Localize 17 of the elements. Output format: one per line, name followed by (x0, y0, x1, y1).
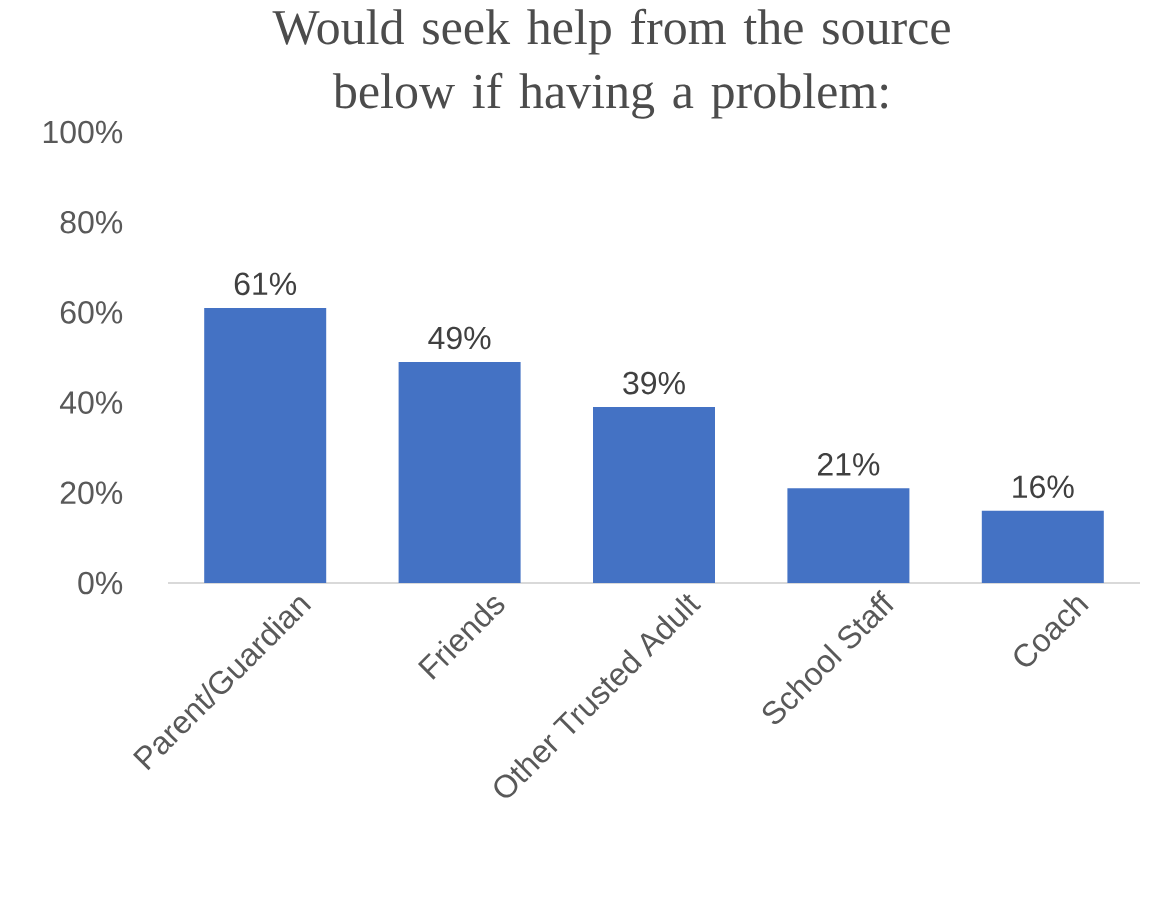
data-label: 16% (1013, 475, 1074, 499)
bar (204, 307, 327, 583)
bar (981, 510, 1104, 583)
bar (787, 488, 910, 583)
y-tick-label: 80% (60, 210, 123, 234)
data-label: 39% (623, 371, 685, 395)
bar (398, 362, 521, 583)
y-tick-label: 20% (60, 481, 123, 505)
data-label: 49% (428, 326, 491, 350)
y-tick-label: 0% (78, 571, 123, 595)
bar (593, 407, 715, 583)
data-label: 61% (234, 272, 297, 296)
data-label: 21% (817, 453, 880, 476)
y-tick-label: 40% (59, 391, 123, 414)
y-tick-label: 60% (60, 301, 123, 324)
chart-title: Would seek help from the source below if having a problem: (272, 8, 950, 119)
y-tick-label: 100% (43, 120, 123, 144)
